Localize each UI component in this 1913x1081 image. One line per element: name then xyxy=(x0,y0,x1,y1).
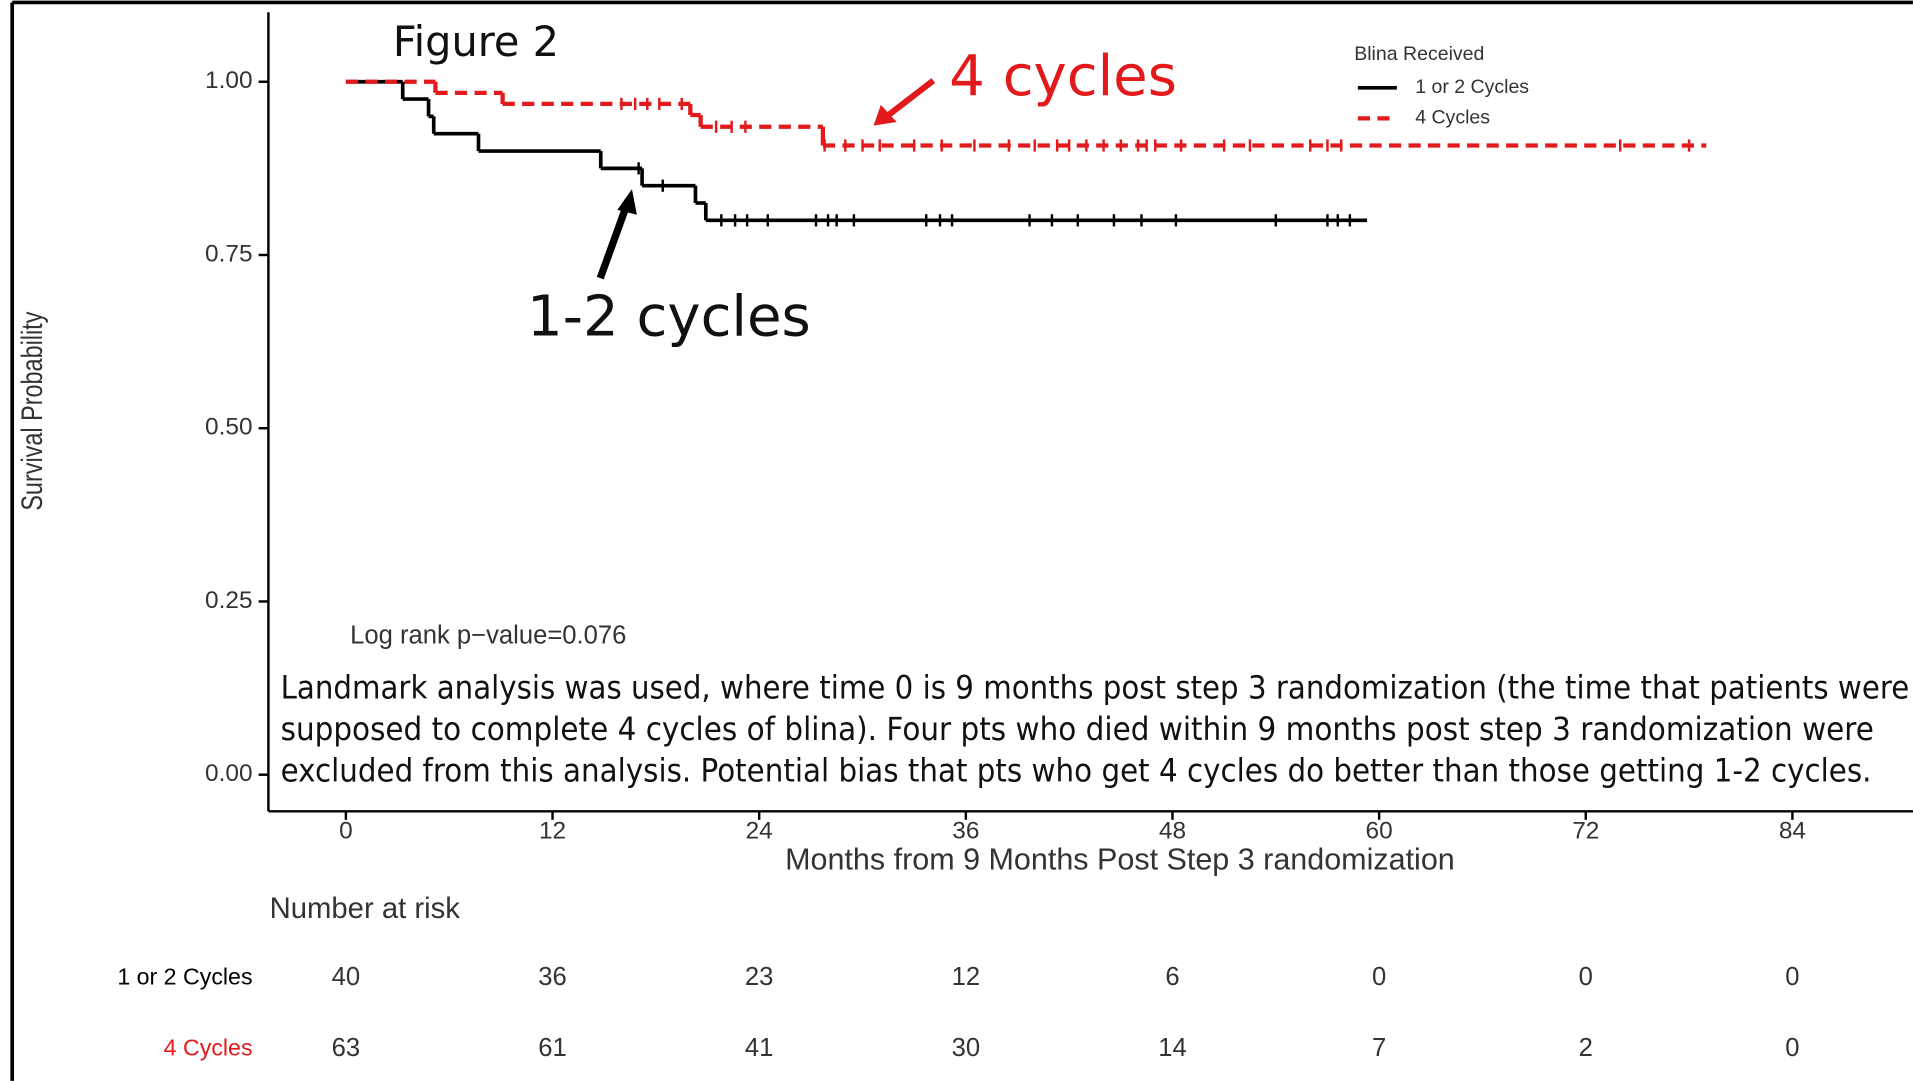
risk-value: 7 xyxy=(1372,1034,1386,1062)
risk-value: 12 xyxy=(952,963,981,991)
plot-root: Figure 2 Months from 9 Months Post Step … xyxy=(10,0,1913,1081)
risk-value: 6 xyxy=(1165,963,1179,991)
risk-value: 23 xyxy=(745,963,774,991)
risk-value: 40 xyxy=(332,963,361,991)
risk-value: 63 xyxy=(332,1034,361,1062)
x-axis-title: Months from 9 Months Post Step 3 randomi… xyxy=(785,842,1455,876)
black-annotation: 1-2 cycles xyxy=(527,284,811,349)
risk-value: 36 xyxy=(538,963,567,991)
x-tick-label: 12 xyxy=(539,817,566,844)
risk-row-label: 1 or 2 Cycles xyxy=(117,964,252,990)
y-tick-label: 0.75 xyxy=(205,240,252,267)
x-tick-label: 36 xyxy=(952,817,979,844)
y-tick-label: 0.00 xyxy=(205,760,252,787)
y-tick-label: 0.50 xyxy=(205,414,252,441)
legend-label: 4 Cycles xyxy=(1415,106,1490,128)
note-line: Landmark analysis was used, where time 0… xyxy=(281,670,1910,706)
legend-title: Blina Received xyxy=(1354,43,1484,65)
risk-value: 2 xyxy=(1579,1034,1593,1062)
risk-value: 0 xyxy=(1372,963,1386,991)
x-tick-label: 84 xyxy=(1779,817,1806,844)
y-axis-title: Survival Probability xyxy=(15,311,48,511)
figure-title: Figure 2 xyxy=(393,17,559,66)
risk-value: 30 xyxy=(952,1034,981,1062)
x-tick-label: 60 xyxy=(1366,817,1393,844)
y-tick-label: 1.00 xyxy=(205,67,252,94)
risk-row-label: 4 Cycles xyxy=(164,1034,253,1060)
x-tick-label: 0 xyxy=(339,817,353,844)
risk-value: 41 xyxy=(745,1034,774,1062)
red-annotation: 4 cycles xyxy=(949,44,1177,109)
black-arrow xyxy=(596,206,630,280)
x-tick-label: 48 xyxy=(1159,817,1186,844)
p-value: Log rank p−value=0.076 xyxy=(350,622,626,650)
x-tick-label: 24 xyxy=(746,817,773,844)
note-line: supposed to complete 4 cycles of blina).… xyxy=(281,712,1874,748)
risk-value: 0 xyxy=(1785,963,1799,991)
risk-value: 0 xyxy=(1579,963,1593,991)
legend-label: 1 or 2 Cycles xyxy=(1415,76,1529,98)
risk-value: 0 xyxy=(1785,1034,1799,1062)
y-tick-label: 0.25 xyxy=(205,587,252,614)
risk-table-title: Number at risk xyxy=(270,892,461,925)
risk-value: 61 xyxy=(538,1034,567,1062)
black-arrowhead xyxy=(617,189,637,215)
note-line: excluded from this analysis. Potential b… xyxy=(281,753,1872,789)
x-tick-label: 72 xyxy=(1572,817,1599,844)
red-arrowhead xyxy=(873,104,897,126)
risk-value: 14 xyxy=(1158,1034,1187,1062)
red-arrow xyxy=(883,78,936,120)
